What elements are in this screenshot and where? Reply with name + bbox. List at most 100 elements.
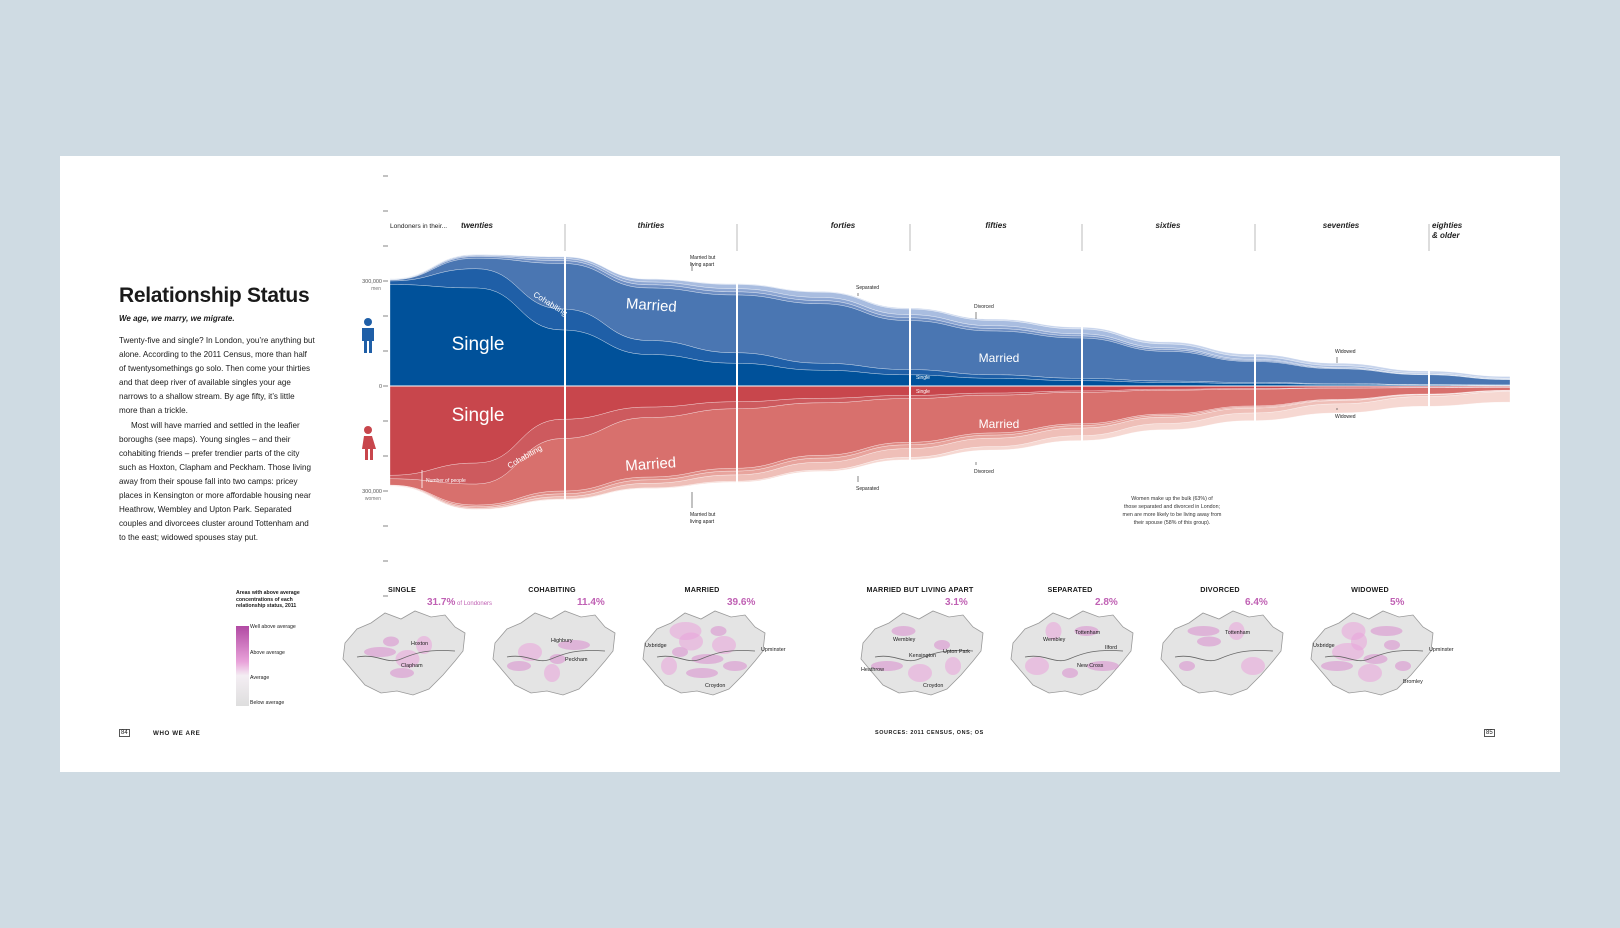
legend-gradient	[236, 626, 249, 706]
legend-level-3: Average	[250, 675, 270, 681]
page-number-left: 84	[119, 729, 130, 737]
map-hotspot	[908, 664, 932, 682]
map-outline	[1160, 610, 1284, 696]
thames-line	[874, 650, 974, 662]
map-place-label: Wembley	[893, 637, 916, 643]
chart-lead-label: Londoners in their...	[390, 223, 447, 230]
thames-line	[1324, 650, 1424, 662]
callout-label: Separated	[856, 285, 879, 291]
thames-line	[1174, 650, 1274, 662]
map-place-label: Croydon	[923, 683, 944, 689]
callout-label: living apart	[690, 262, 715, 268]
map-place-label: Bromley	[1403, 679, 1423, 685]
chart-note-line: those separated and divorced in London;	[1124, 504, 1220, 510]
age-group-label: sixties	[1156, 221, 1181, 230]
woman-icon-head	[364, 426, 372, 434]
map-title: COHABITING	[528, 585, 576, 594]
map-hotspot	[1187, 626, 1220, 636]
thames-line	[656, 650, 756, 662]
map-divorced: DIVORCED 6.4% Tottenham	[1155, 585, 1305, 715]
chart-note-line: their spouse (58% of this group).	[1134, 520, 1211, 526]
map-percentage: 11.4%	[577, 597, 605, 608]
map-hotspot	[1228, 622, 1245, 640]
map-hotspot	[390, 668, 414, 678]
stream-label: Single	[916, 389, 930, 395]
map-hotspot	[661, 657, 677, 675]
map-place-label: Wembley	[1043, 637, 1066, 643]
map-percentage: 39.6%	[727, 597, 756, 608]
chart-note-line: Women make up the bulk (63%) of	[1131, 496, 1213, 502]
map-place-label: Peckham	[565, 657, 588, 663]
chart-note-line: men are more likely to be living away fr…	[1123, 512, 1223, 518]
legend-level-2: Above average	[250, 650, 285, 656]
map-hotspot	[679, 632, 703, 651]
streamgraph-chart: twenties thirties forties fifties sixties sev…	[362, 175, 1511, 597]
map-hotspot	[1395, 661, 1411, 671]
map-hotspot	[691, 654, 724, 664]
map-percentage: 2.8%	[1095, 597, 1118, 608]
map-hotspot	[891, 626, 916, 636]
map-hotspot	[1087, 661, 1119, 671]
age-group-label: eighties	[1432, 221, 1463, 230]
map-hotspot	[712, 636, 736, 654]
map-place-label: Uxbridge	[645, 643, 667, 649]
map-hotspot	[1074, 626, 1099, 636]
map-cohabiting: COHABITING 11.4% Highbury Peckham	[487, 585, 637, 715]
map-place-label: Upminster	[1429, 647, 1454, 653]
map-hotspot	[1384, 640, 1400, 650]
thames-line	[506, 650, 606, 662]
map-hotspot	[723, 661, 747, 671]
map-hotspot	[364, 647, 396, 657]
london-map	[642, 610, 766, 696]
map-percentage-suffix: of Londoners	[455, 601, 493, 607]
london-map	[492, 610, 616, 696]
body-copy: Twenty-five and single? In London, you’r…	[119, 334, 315, 545]
map-place-label: Clapham	[401, 663, 423, 669]
thames-line	[1024, 650, 1124, 662]
map-hotspot	[1241, 657, 1265, 675]
map-hotspot	[518, 643, 542, 661]
london-map	[1160, 610, 1284, 696]
map-hotspot	[934, 640, 950, 650]
man-icon	[362, 318, 374, 353]
map-place-label: Tottenham	[1075, 630, 1101, 636]
thames-line	[356, 650, 456, 662]
body-paragraph-1: Twenty-five and single? In London, you’r…	[119, 336, 315, 416]
age-group-label: twenties	[461, 221, 494, 230]
map-hotspot	[710, 626, 727, 636]
map-percentage: 5%	[1390, 597, 1405, 608]
london-map	[860, 610, 984, 696]
map-separated: SEPARATED 2.8% Tottenham Wembley Ilford New C…	[1005, 585, 1155, 715]
map-hotspot	[383, 636, 399, 647]
map-hotspot	[507, 661, 531, 671]
age-group-label: fifties	[985, 221, 1007, 230]
callout-label: Widowed	[1335, 349, 1356, 355]
map-title: DIVORCED	[1200, 585, 1240, 594]
stream-label: Married	[625, 295, 677, 316]
london-map	[1310, 610, 1434, 696]
stream-label: Single	[452, 334, 505, 355]
body-paragraph-2: Most will have married and settled in th…	[119, 420, 311, 543]
age-group-label: thirties	[638, 221, 665, 230]
map-place-label: New Cross	[1077, 663, 1104, 669]
map-married: MARRIED 39.6% Uxbridge Upminster Croydon	[637, 585, 787, 715]
sources-note: SOURCES: 2011 CENSUS, ONS; OS	[875, 730, 984, 736]
map-hotspot	[672, 647, 688, 657]
map-hotspot	[549, 654, 566, 664]
map-outline	[492, 610, 616, 696]
callout-label: Separated	[856, 486, 879, 492]
chart-note: Women make up the bulk (63%) of those sep…	[1123, 496, 1223, 526]
map-percentage: 3.1%	[945, 597, 968, 608]
age-group-label: forties	[831, 221, 856, 230]
callout-label: Divorced	[974, 469, 994, 475]
callout-label: Divorced	[974, 304, 994, 310]
woman-icon	[362, 426, 376, 460]
legend-title: Areas with above average concentrations …	[236, 590, 300, 610]
map-hotspot	[416, 636, 432, 654]
map-place-label: Uxbridge	[1313, 643, 1335, 649]
map-hotspot	[1062, 668, 1078, 678]
callout-label: living apart	[690, 519, 715, 525]
y-axis-sublabel: women	[365, 496, 381, 502]
callout-label: Married but	[690, 512, 716, 518]
legend-level-4: Below average	[250, 700, 285, 706]
